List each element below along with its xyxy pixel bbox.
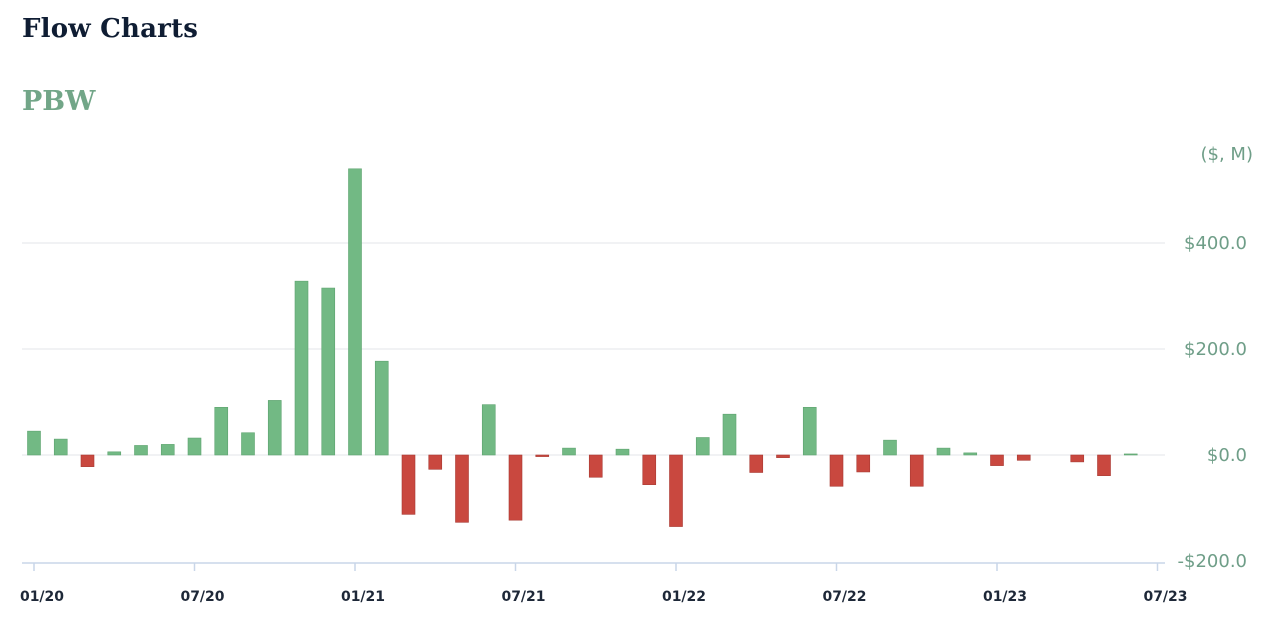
page-title: Flow Charts bbox=[22, 14, 199, 44]
x-tick-label: 07/23 bbox=[1143, 589, 1187, 605]
bar-inflow[interactable] bbox=[294, 280, 309, 456]
bar-outflow[interactable] bbox=[990, 454, 1004, 466]
x-tick-label: 01/22 bbox=[662, 589, 706, 605]
bar-inflow[interactable] bbox=[241, 432, 255, 456]
y-axis-unit-label: ($, M) bbox=[1200, 144, 1253, 165]
bar-inflow[interactable] bbox=[214, 406, 229, 456]
bar-inflow[interactable] bbox=[348, 168, 362, 456]
bar-inflow[interactable] bbox=[374, 360, 389, 456]
bar-outflow[interactable] bbox=[1070, 454, 1085, 463]
bar-outflow[interactable] bbox=[455, 454, 469, 523]
bar-inflow[interactable] bbox=[936, 447, 951, 456]
bar-inflow[interactable] bbox=[695, 437, 710, 456]
bar-inflow[interactable] bbox=[883, 439, 897, 456]
bar-inflow[interactable] bbox=[481, 404, 496, 456]
bar-outflow[interactable] bbox=[642, 454, 657, 485]
bar-outflow[interactable] bbox=[1097, 454, 1111, 476]
bar-inflow[interactable] bbox=[802, 406, 817, 456]
bar-inflow[interactable] bbox=[134, 445, 148, 456]
bar-outflow[interactable] bbox=[829, 454, 844, 487]
bar-outflow[interactable] bbox=[909, 454, 924, 487]
bar-outflow[interactable] bbox=[749, 454, 764, 473]
bar-outflow[interactable] bbox=[80, 454, 95, 467]
y-tick-label: -$200.0 bbox=[1178, 551, 1247, 572]
bar-inflow[interactable] bbox=[53, 438, 68, 456]
gridlines bbox=[22, 242, 1165, 456]
y-tick-label: $200.0 bbox=[1184, 339, 1247, 360]
bar-outflow[interactable] bbox=[588, 454, 603, 478]
bar-outflow[interactable] bbox=[401, 454, 416, 515]
bar-outflow[interactable] bbox=[856, 454, 871, 473]
x-axis-ticks: 01/20 07/20 01/21 07/21 01/22 07/22 01/23 07/23 bbox=[20, 589, 1188, 605]
x-tick-label: 07/20 bbox=[180, 589, 224, 605]
x-tick-label: 07/22 bbox=[822, 589, 866, 605]
bar-outflow[interactable] bbox=[776, 454, 790, 458]
x-tick-label: 01/21 bbox=[341, 589, 385, 605]
bar-inflow[interactable] bbox=[321, 287, 336, 456]
bar-inflow[interactable] bbox=[267, 400, 282, 456]
y-tick-label: $0.0 bbox=[1207, 445, 1247, 466]
bar-outflow[interactable] bbox=[535, 454, 550, 457]
y-axis-ticks: $400.0 $200.0 $0.0 -$200.0 bbox=[1178, 233, 1247, 572]
bar-inflow[interactable] bbox=[615, 448, 630, 456]
bar-inflow[interactable] bbox=[27, 430, 41, 456]
bars bbox=[27, 168, 1138, 527]
bar-inflow[interactable] bbox=[562, 447, 576, 456]
bar-inflow[interactable] bbox=[963, 452, 978, 456]
bar-inflow[interactable] bbox=[160, 444, 175, 456]
x-axis bbox=[22, 562, 1165, 571]
bar-outflow[interactable] bbox=[508, 454, 523, 521]
x-tick-label: 07/21 bbox=[501, 589, 545, 605]
ticker-symbol: PBW bbox=[22, 86, 96, 117]
bar-outflow[interactable] bbox=[1016, 454, 1031, 461]
y-tick-label: $400.0 bbox=[1184, 233, 1247, 254]
bar-inflow[interactable] bbox=[107, 451, 122, 456]
bar-inflow[interactable] bbox=[187, 437, 202, 456]
bar-outflow[interactable] bbox=[669, 454, 683, 527]
bar-inflow[interactable] bbox=[1123, 453, 1138, 456]
bar-inflow[interactable] bbox=[722, 413, 737, 456]
x-tick-label: 01/20 bbox=[20, 589, 64, 605]
x-tick-label: 01/23 bbox=[983, 589, 1027, 605]
bar-outflow[interactable] bbox=[428, 454, 443, 470]
